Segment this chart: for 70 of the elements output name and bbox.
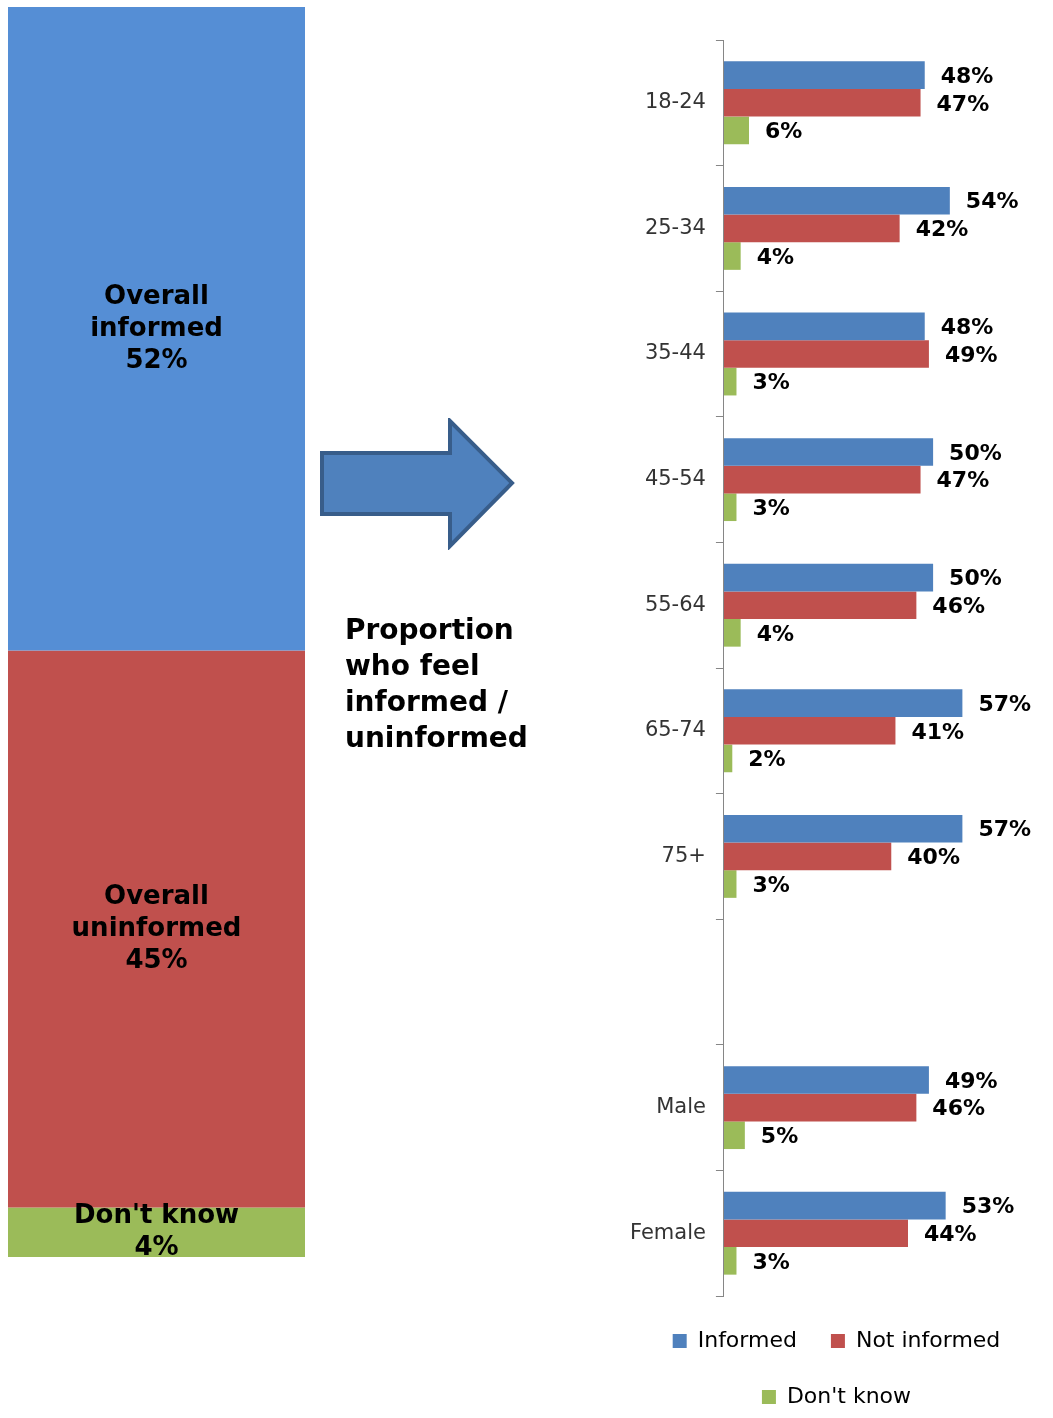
text: Proportion who feel informed / uninformed	[345, 612, 529, 756]
data-label: 49%	[944, 341, 998, 367]
data-label: 48%	[940, 62, 994, 88]
legend-label: Don't know	[786, 1382, 912, 1408]
bar	[723, 61, 925, 89]
data-label: 42%	[915, 216, 969, 242]
y-tick-label: 25-34	[644, 214, 706, 239]
bar	[723, 367, 737, 396]
data-label: 47%	[936, 467, 990, 493]
data-label: 3%	[752, 1248, 790, 1274]
data-label: 3%	[752, 494, 790, 520]
bar	[723, 438, 934, 466]
data-label: 3%	[752, 369, 790, 395]
bar	[723, 116, 750, 145]
bar	[723, 465, 921, 494]
data-label: 53%	[961, 1193, 1015, 1219]
bar	[723, 214, 900, 243]
bar	[723, 563, 934, 592]
data-label: 44%	[924, 1220, 977, 1246]
y-tick-label: 35-44	[644, 340, 706, 365]
bar	[723, 88, 921, 117]
bar	[723, 591, 917, 620]
legend-label: Informed	[697, 1326, 797, 1352]
data-label: 57%	[978, 690, 1032, 716]
bar	[723, 312, 925, 341]
bar	[723, 870, 737, 898]
data-label: 57%	[978, 816, 1032, 842]
bar	[723, 689, 963, 717]
bar	[723, 619, 741, 647]
data-label: 3%	[752, 871, 790, 897]
y-tick-label: 65-74	[644, 717, 706, 742]
bar	[723, 242, 741, 270]
data-label: 46%	[932, 592, 986, 618]
bar	[723, 1066, 929, 1094]
y-tick-label: 18-24	[644, 89, 706, 114]
bar	[723, 716, 896, 745]
bar	[723, 186, 950, 215]
bar	[723, 340, 929, 368]
y-tick-label: Male	[656, 1094, 706, 1119]
y-tick-label: Female	[629, 1219, 706, 1244]
bar	[723, 1093, 917, 1122]
legend-label: Not informed	[855, 1326, 1001, 1352]
data-label: 46%	[932, 1095, 986, 1121]
data-label: Overall uninformed 45%	[71, 879, 242, 974]
data-label: Overall informed 52%	[90, 279, 223, 374]
data-label: 5%	[760, 1122, 799, 1148]
bar	[723, 814, 963, 843]
data-label: 40%	[907, 844, 960, 870]
data-label: 47%	[936, 90, 990, 116]
data-label: 6%	[765, 118, 803, 144]
bar	[723, 1121, 745, 1150]
bar	[723, 1191, 946, 1220]
data-label: 41%	[911, 718, 965, 744]
data-label: Don't know 4%	[73, 1199, 240, 1261]
data-label: 50%	[949, 439, 1002, 465]
data-label: 2%	[748, 746, 786, 772]
bar	[723, 1219, 908, 1248]
data-label: 54%	[965, 188, 1019, 214]
y-tick-label: 55-64	[644, 591, 706, 616]
y-tick-label: 45-54	[644, 466, 706, 491]
bar	[723, 1247, 737, 1275]
bar	[723, 493, 737, 522]
data-label: 48%	[940, 314, 994, 340]
data-label: 49%	[944, 1067, 998, 1093]
bar	[723, 744, 733, 773]
data-label: 4%	[756, 620, 795, 646]
data-label: 50%	[949, 565, 1002, 591]
data-label: 4%	[756, 243, 795, 269]
bar	[723, 842, 892, 871]
y-tick-label: 75+	[661, 842, 706, 867]
